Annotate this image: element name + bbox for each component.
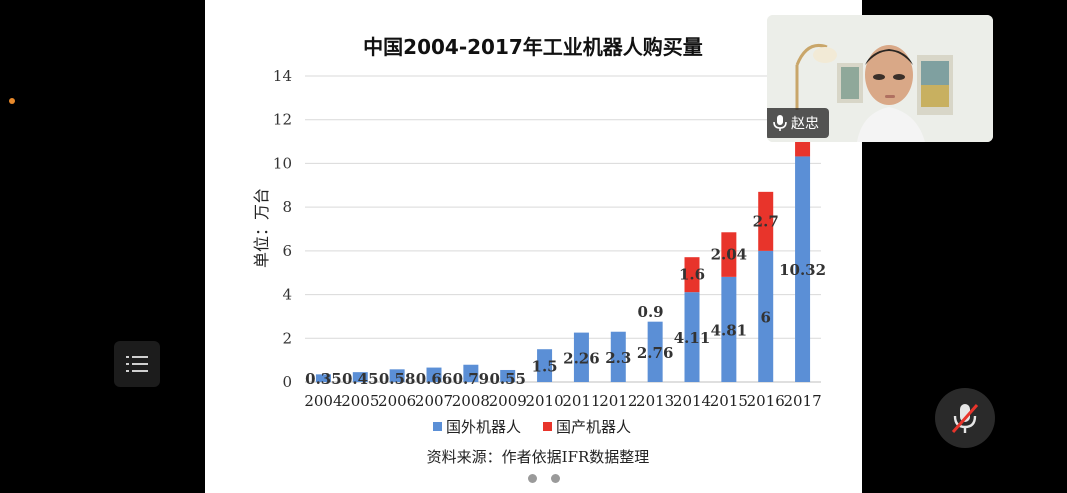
participant-video[interactable]: 赵忠 — [767, 15, 993, 142]
x-tick-label: 2006 — [378, 392, 416, 410]
mic-icon — [773, 115, 787, 131]
slide-pager — [528, 474, 560, 483]
x-tick-label: 2012 — [599, 392, 637, 410]
x-tick-label: 2016 — [747, 392, 785, 410]
data-label-foreign: 0.79 — [453, 370, 490, 388]
data-label-foreign: 1.5 — [532, 358, 558, 376]
bar-foreign-2006 — [389, 369, 405, 382]
bar-foreign-2016 — [758, 250, 774, 382]
bar-foreign-2004 — [315, 374, 331, 382]
data-label-domestic: 2.7 — [753, 212, 779, 230]
y-tick-label: 14 — [273, 67, 292, 85]
legend-label-domestic: 国产机器人 — [556, 418, 631, 436]
bar-foreign-2009 — [500, 369, 516, 382]
x-tick-label: 2004 — [304, 392, 342, 410]
bar-foreign-2005 — [352, 372, 368, 382]
legend-swatch-domestic — [543, 422, 552, 431]
x-tick-label: 2015 — [710, 392, 748, 410]
source-note: 资料来源：作者依据IFR数据整理 — [427, 448, 650, 466]
bar-foreign-2010 — [537, 349, 553, 382]
mic-muted-icon — [951, 404, 979, 433]
bar-domestic-2016 — [758, 191, 774, 251]
chart-title: 中国2004-2017年工业机器人购买量 — [363, 35, 703, 59]
x-tick-label: 2014 — [673, 392, 711, 410]
bar-foreign-2015 — [721, 276, 737, 382]
list-icon — [126, 356, 148, 372]
y-tick-label: 8 — [282, 198, 292, 216]
y-tick-label: 4 — [282, 286, 292, 304]
status-dot — [9, 98, 15, 104]
x-tick-label: 2007 — [415, 392, 453, 410]
bar-chart: 中国2004-2017年工业机器人购买量 0 2 4 6 8 10 12 14 单位：万台 0… — [252, 35, 826, 466]
data-label-foreign: 2.76 — [637, 344, 674, 362]
bar-foreign-2013 — [647, 321, 663, 382]
data-label-foreign: 0.55 — [489, 370, 526, 388]
x-tick-label: 2011 — [562, 392, 600, 410]
x-tick-label: 2009 — [489, 392, 527, 410]
menu-button[interactable] — [114, 341, 160, 387]
data-label-foreign: 0.58 — [379, 370, 416, 388]
y-tick-label: 2 — [282, 329, 292, 347]
data-label-foreign: 2.26 — [563, 349, 600, 367]
bar-foreign-2011 — [573, 332, 589, 382]
y-tick-label: 12 — [273, 111, 292, 129]
x-tick-label: 2010 — [525, 392, 563, 410]
data-label-foreign: 4.11 — [674, 329, 711, 347]
data-label-foreign: 0.66 — [416, 370, 453, 388]
participant-name: 赵忠 — [791, 116, 819, 132]
data-label-domestic: 0.9 — [638, 303, 664, 321]
bar-foreign-2012 — [610, 331, 626, 382]
bar-foreign-2007 — [426, 367, 442, 382]
x-tick-label: 2017 — [783, 392, 821, 410]
bar-foreign-2008 — [463, 364, 479, 382]
bar-domestic-2015 — [721, 232, 737, 277]
x-tick-label: 2008 — [452, 392, 490, 410]
x-tick-label: 2013 — [636, 392, 674, 410]
pager-dot-2[interactable] — [551, 474, 560, 483]
data-label-foreign: 0.45 — [342, 370, 379, 388]
shared-slide: 中国2004-2017年工业机器人购买量 0 2 4 6 8 10 12 14 单位：万台 0… — [205, 0, 862, 493]
data-label-foreign: 0.35 — [305, 370, 342, 388]
legend-label-foreign: 国外机器人 — [446, 418, 521, 436]
data-label-domestic: 1.6 — [679, 266, 705, 284]
data-label-foreign: 4.81 — [711, 321, 748, 339]
pager-dot-1[interactable] — [528, 474, 537, 483]
y-tick-label: 6 — [282, 242, 292, 260]
data-label-foreign: 2.3 — [605, 349, 631, 367]
legend-swatch-foreign — [433, 422, 442, 431]
y-tick-label: 10 — [273, 154, 292, 172]
bar-foreign-2014 — [684, 292, 700, 382]
data-label-foreign: 10.32 — [779, 261, 826, 279]
bar-foreign-2017 — [795, 156, 811, 382]
data-label-domestic: 2.04 — [711, 246, 748, 264]
participant-name-tag: 赵忠 — [767, 108, 829, 138]
bar-domestic-2014 — [684, 257, 700, 293]
x-tick-label: 2005 — [341, 392, 379, 410]
mute-toggle-button[interactable] — [935, 388, 995, 448]
y-axis-label: 单位：万台 — [252, 188, 271, 268]
y-tick-label: 0 — [282, 373, 292, 391]
data-label-foreign: 6 — [760, 308, 770, 326]
